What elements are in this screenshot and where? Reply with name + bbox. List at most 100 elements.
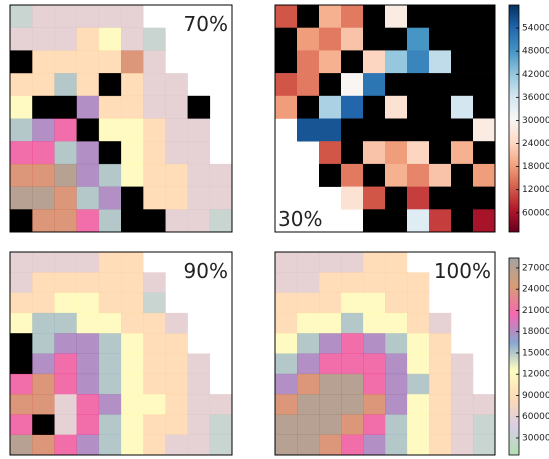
heatmap-cell	[76, 186, 100, 210]
heatmap-cell	[143, 312, 166, 334]
heatmap-cell	[32, 292, 55, 314]
heatmap-cell	[319, 27, 342, 51]
heatmap-cell	[209, 414, 233, 435]
heatmap-cell	[319, 292, 342, 314]
heatmap-cell	[275, 272, 298, 293]
heatmap-cell	[473, 95, 496, 119]
heatmap-cell	[10, 252, 33, 273]
heatmap-cell	[363, 353, 386, 375]
heatmap-cell	[121, 27, 144, 51]
heatmap-cell	[385, 373, 408, 395]
heatmap-cell	[473, 27, 496, 51]
heatmap-cell	[209, 209, 233, 233]
heatmap-cell	[54, 27, 77, 51]
heatmap-cell	[32, 353, 55, 375]
heatmap-cell	[275, 434, 298, 456]
heatmap-cell	[341, 141, 364, 165]
heatmap-cell	[407, 163, 430, 187]
heatmap-cell	[10, 163, 33, 187]
heatmap-cell	[407, 292, 430, 314]
heatmap-cell	[319, 73, 342, 97]
heatmap-cell	[54, 118, 77, 142]
heatmap-cell	[32, 163, 55, 187]
colorbar-tick-label: 180000	[522, 162, 549, 172]
heatmap-cell	[10, 272, 33, 293]
heatmap-cell	[32, 186, 55, 210]
heatmap-cell	[473, 186, 496, 210]
heatmap-cell	[363, 27, 386, 51]
heatmap-cell	[319, 5, 342, 28]
heatmap-cell	[319, 373, 342, 395]
heatmap-cell	[385, 95, 408, 119]
heatmap-cell	[363, 186, 386, 210]
heatmap-cell	[121, 163, 144, 187]
heatmap-cell	[76, 27, 100, 51]
heatmap-cell	[165, 414, 188, 435]
colorbar-tick-label: 420000	[522, 70, 549, 80]
heatmap-cell	[165, 373, 188, 395]
heatmap-cell	[143, 373, 166, 395]
colorbar-tick-label: 540000	[522, 24, 549, 34]
colorbar-tick-label: 600000	[522, 412, 549, 422]
heatmap-cell	[10, 333, 33, 354]
heatmap-cell	[385, 312, 408, 334]
panel-label: 70%	[184, 12, 228, 36]
heatmap-cell	[363, 73, 386, 97]
heatmap-cell	[187, 209, 211, 233]
heatmap-cell	[165, 118, 188, 142]
heatmap-cell	[385, 73, 408, 97]
heatmap-cell	[341, 394, 364, 415]
heatmap-cell	[363, 312, 386, 334]
heatmap-cell	[32, 312, 55, 334]
heatmap-cell	[143, 292, 166, 314]
heatmap-cell	[187, 163, 211, 187]
heatmap-cell	[98, 312, 122, 334]
heatmap-cell	[143, 186, 166, 210]
heatmap-cell	[385, 292, 408, 314]
colorbar	[508, 257, 520, 456]
heatmap-cell	[429, 414, 452, 435]
heatmap-cell	[275, 95, 298, 119]
heatmap-cell	[407, 272, 430, 293]
heatmap-cell	[76, 272, 100, 293]
heatmap-cell	[10, 394, 33, 415]
heatmap-cell	[341, 5, 364, 28]
heatmap-cell	[451, 73, 474, 97]
heatmap-cell	[76, 414, 100, 435]
heatmap-cell	[76, 252, 100, 273]
heatmap-cell	[10, 353, 33, 375]
heatmap-cell	[341, 434, 364, 456]
colorbar-tick-label: 240000	[522, 139, 549, 149]
heatmap-cell	[98, 163, 122, 187]
heatmap-cell	[32, 141, 55, 165]
heatmap-cell	[121, 292, 144, 314]
heatmap-cell	[385, 252, 408, 273]
colorbar-tick-label: 360000	[522, 93, 549, 103]
heatmap-cell	[319, 333, 342, 354]
heatmap-cell	[385, 414, 408, 435]
colorbar	[508, 4, 520, 233]
heatmap-cell	[98, 414, 122, 435]
heatmap-cell	[10, 209, 33, 233]
heatmap-cell	[385, 186, 408, 210]
heatmap-cell	[121, 394, 144, 415]
heatmap-cell	[54, 394, 77, 415]
heatmap-cell	[297, 27, 320, 51]
heatmap-cell	[319, 394, 342, 415]
heatmap-cell	[363, 252, 386, 273]
heatmap-cell	[407, 333, 430, 354]
heatmap-cell	[385, 5, 408, 28]
heatmap-cell	[10, 373, 33, 395]
heatmap-cell	[297, 5, 320, 28]
heatmap-cell	[187, 141, 211, 165]
heatmap-cell	[165, 394, 188, 415]
heatmap-cell	[407, 27, 430, 51]
heatmap-cell	[451, 50, 474, 74]
colorbar-tick-label: 300000	[522, 116, 549, 126]
heatmap-cell	[98, 373, 122, 395]
heatmap-cell	[275, 333, 298, 354]
heatmap-cell	[297, 252, 320, 273]
heatmap-cell	[32, 434, 55, 456]
panel-label: 30%	[278, 207, 322, 231]
heatmap-cell	[363, 272, 386, 293]
